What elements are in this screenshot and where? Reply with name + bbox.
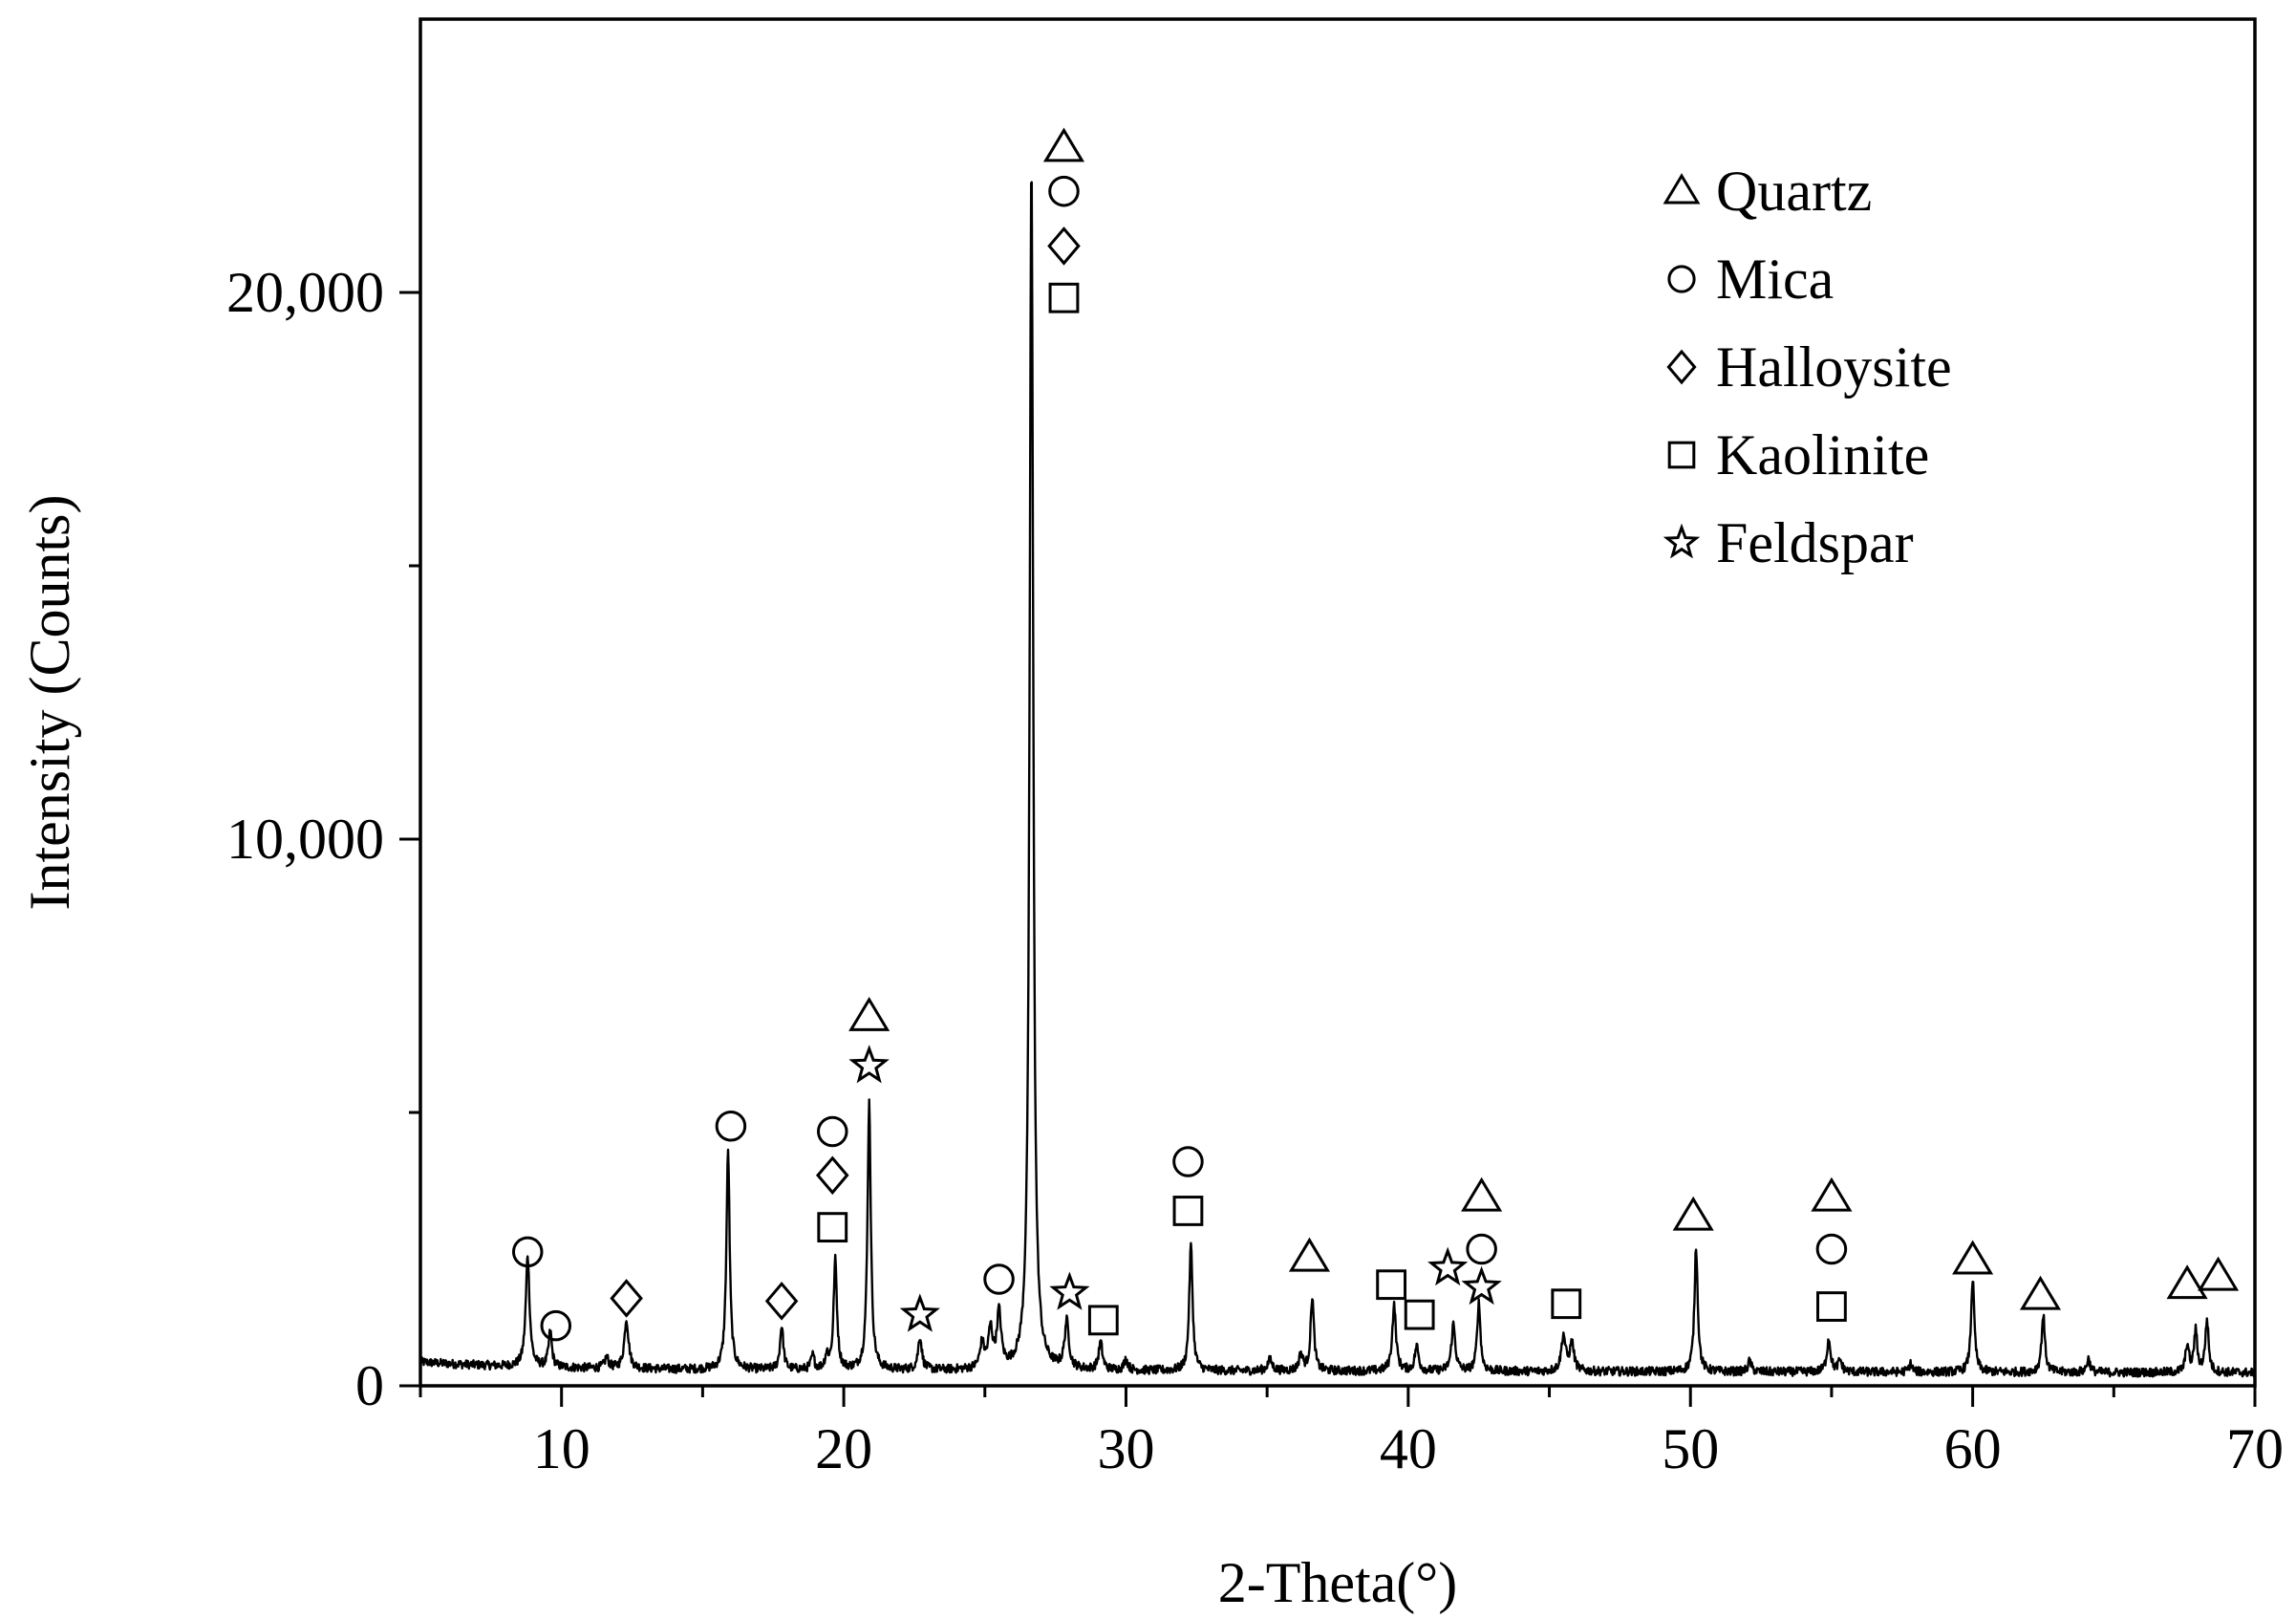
triangle-marker-icon — [2198, 1256, 2240, 1291]
circle-marker-icon — [1667, 265, 1696, 293]
legend-label: Kaolinite — [1716, 423, 1929, 486]
triangle-marker-icon — [1811, 1176, 1853, 1212]
triangle-marker-icon — [1663, 173, 1701, 205]
diffraction-pattern — [418, 181, 2256, 1378]
x-axis-ticks: 10 20 30 40 50 60 70 — [418, 1386, 2284, 1480]
square-marker-icon — [1551, 1288, 1582, 1320]
legend-label: Quartz — [1716, 160, 1872, 223]
circle-marker-icon — [1815, 1233, 1848, 1265]
x-tick-label: 30 — [1097, 1417, 1154, 1480]
square-marker-icon — [817, 1212, 848, 1243]
diamond-marker-icon — [1666, 349, 1697, 385]
x-tick-label: 40 — [1380, 1417, 1437, 1480]
x-tick-label: 50 — [1662, 1417, 1719, 1480]
star-marker-icon — [1663, 523, 1701, 559]
square-marker-icon — [1172, 1196, 1204, 1226]
plot-frame — [418, 17, 2257, 1388]
circle-marker-icon — [715, 1111, 747, 1142]
legend-item: Quartz — [1663, 160, 1872, 223]
legend-item: Feldspar — [1663, 511, 1914, 574]
triangle-marker-icon — [1288, 1237, 1331, 1272]
star-marker-icon — [899, 1293, 940, 1332]
triangle-marker-icon — [848, 996, 891, 1031]
square-marker-icon — [1404, 1299, 1435, 1330]
x-tick-label: 10 — [533, 1417, 590, 1480]
x-tick-label: 70 — [2226, 1417, 2284, 1480]
star-marker-icon — [1427, 1246, 1469, 1286]
circle-marker-icon — [983, 1263, 1015, 1295]
triangle-marker-icon — [2166, 1264, 2208, 1300]
x-axis-title: 2-Theta(°) — [1218, 1551, 1458, 1614]
circle-marker-icon — [1172, 1146, 1204, 1177]
circle-marker-icon — [511, 1236, 544, 1268]
circle-marker-icon — [1048, 175, 1080, 207]
legend-item: Kaolinite — [1667, 423, 1929, 486]
circle-marker-icon — [1466, 1233, 1497, 1265]
x-tick-label: 60 — [1944, 1417, 2002, 1480]
triangle-marker-icon — [2019, 1275, 2062, 1310]
legend: Quartz Mica Halloysite Kaolinite Feldspar — [1663, 160, 1952, 574]
x-tick-label: 20 — [815, 1417, 872, 1480]
xrd-trace — [418, 181, 2256, 1378]
circle-marker-icon — [540, 1309, 572, 1342]
legend-label: Feldspar — [1716, 511, 1914, 574]
y-tick-label: 20,000 — [226, 261, 384, 324]
triangle-marker-icon — [1461, 1176, 1503, 1212]
y-axis-title: Intensity (Counts) — [18, 495, 81, 911]
square-marker-icon — [1667, 441, 1696, 469]
diamond-marker-icon — [610, 1279, 643, 1318]
peak-annotations — [511, 127, 2240, 1342]
triangle-marker-icon — [1672, 1196, 1714, 1231]
star-marker-icon — [1461, 1265, 1502, 1306]
diamond-marker-icon — [764, 1282, 799, 1321]
y-tick-label: 0 — [355, 1354, 384, 1417]
square-marker-icon — [1376, 1269, 1407, 1301]
legend-label: Halloysite — [1716, 335, 1952, 399]
star-marker-icon — [1049, 1271, 1090, 1310]
square-marker-icon — [1048, 282, 1080, 313]
circle-marker-icon — [817, 1115, 848, 1148]
legend-item: Halloysite — [1666, 335, 1952, 399]
diamond-marker-icon — [1047, 227, 1081, 266]
legend-item: Mica — [1667, 248, 1834, 311]
square-marker-icon — [1816, 1291, 1847, 1322]
triangle-marker-icon — [1952, 1240, 1994, 1275]
y-tick-label: 10,000 — [226, 808, 384, 871]
y-axis-ticks: 0 10,000 20,000 — [226, 261, 420, 1417]
square-marker-icon — [1087, 1305, 1119, 1336]
legend-label: Mica — [1716, 248, 1834, 311]
star-marker-icon — [848, 1045, 890, 1084]
diamond-marker-icon — [815, 1155, 849, 1196]
triangle-marker-icon — [1042, 127, 1085, 162]
